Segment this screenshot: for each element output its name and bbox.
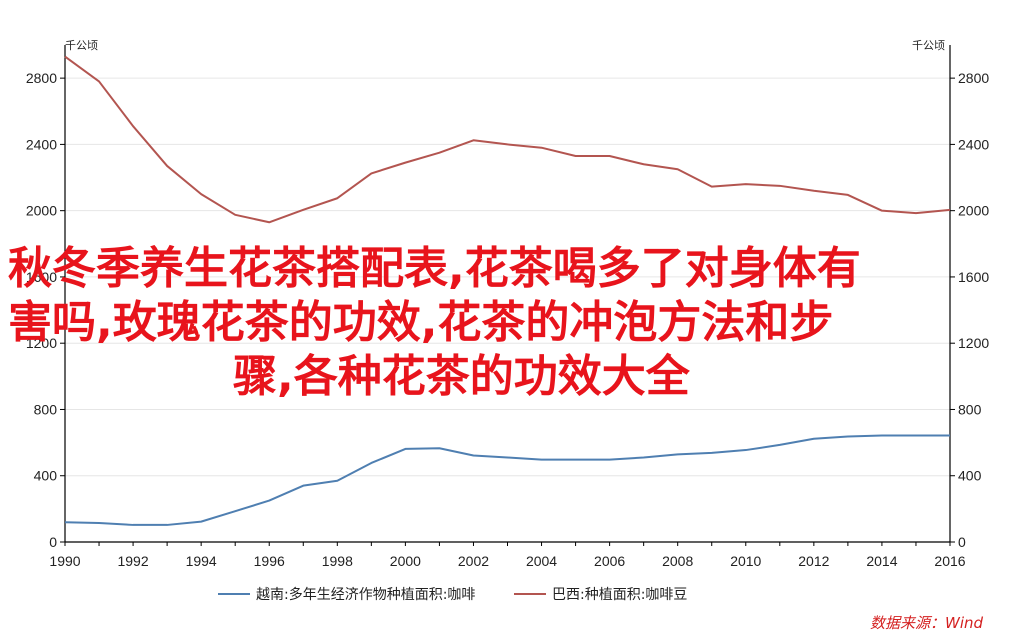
overlay-title: 秋冬季养生花茶搭配表,花茶喝多了对身体有 害吗,玫瑰花茶的功效,花茶的冲泡方法和… — [0, 242, 1011, 404]
y-tick-label-left: 400 — [34, 468, 58, 484]
y-tick-label-right: 2400 — [958, 136, 989, 152]
x-tick-label: 1990 — [49, 553, 80, 569]
y-tick-label-left: 0 — [49, 534, 57, 550]
y-tick-label-left: 1600 — [26, 269, 57, 285]
x-tick-label: 2002 — [458, 553, 489, 569]
right-y-ticks: 0 400 800 1200 1600 2000 2400 2800 — [950, 70, 989, 550]
series-line-vietnam — [64, 434, 950, 526]
data-source: 数据来源：Wind — [870, 614, 984, 632]
x-tick-label: 2008 — [662, 553, 693, 569]
overlay-line-1: 秋冬季养生花茶搭配表,花茶喝多了对身体有 — [8, 243, 861, 294]
y-tick-label-left: 2400 — [26, 136, 57, 152]
x-ticks: 1990 1992 1994 1996 1998 2000 2002 2004 2006 2008… — [49, 542, 966, 569]
x-tick-label: 1996 — [254, 553, 285, 569]
y-tick-label-left: 1200 — [26, 335, 57, 351]
x-tick-label: 1992 — [117, 553, 148, 569]
x-tick-label: 2004 — [526, 553, 557, 569]
y-tick-label-right: 1600 — [958, 269, 989, 285]
x-tick-label: 1998 — [322, 553, 353, 569]
x-tick-label: 1994 — [186, 553, 217, 569]
x-tick-label: 2010 — [730, 553, 761, 569]
series-lines — [64, 55, 951, 526]
x-tick-label: 2012 — [798, 553, 829, 569]
x-tick-label: 2016 — [934, 553, 965, 569]
series-line-brazil — [64, 55, 951, 224]
legend-label-vietnam: 越南:多年生经济作物种植面积:咖啡 — [256, 586, 475, 603]
legend: 越南:多年生经济作物种植面积:咖啡 巴西:种植面积:咖啡豆 — [218, 586, 687, 603]
left-y-ticks: 0 400 800 1200 1600 2000 2400 2800 — [26, 70, 65, 550]
y-tick-label-left: 800 — [34, 401, 58, 417]
y-tick-label-left: 2000 — [26, 203, 57, 219]
y-tick-label-right: 2000 — [958, 203, 989, 219]
x-tick-label: 2000 — [390, 553, 421, 569]
x-tick-label: 2014 — [866, 553, 897, 569]
y-tick-label-right: 0 — [958, 534, 966, 550]
y-tick-label-right: 1200 — [958, 335, 989, 351]
x-tick-label: 2006 — [594, 553, 625, 569]
overlay-line-2: 害吗,玫瑰花茶的功效,花茶的冲泡方法和步 — [8, 297, 834, 348]
legend-label-brazil: 巴西:种植面积:咖啡豆 — [552, 587, 687, 603]
y-tick-label-right: 2800 — [958, 70, 989, 86]
y-tick-label-left: 2800 — [26, 70, 57, 86]
left-axis-unit: 千公顷 — [65, 39, 98, 52]
overlay-line-3: 骤,各种花茶的功效大全 — [233, 351, 690, 402]
right-axis-unit: 千公顷 — [912, 39, 945, 52]
y-tick-label-right: 400 — [958, 468, 982, 484]
y-tick-label-right: 800 — [958, 401, 982, 417]
